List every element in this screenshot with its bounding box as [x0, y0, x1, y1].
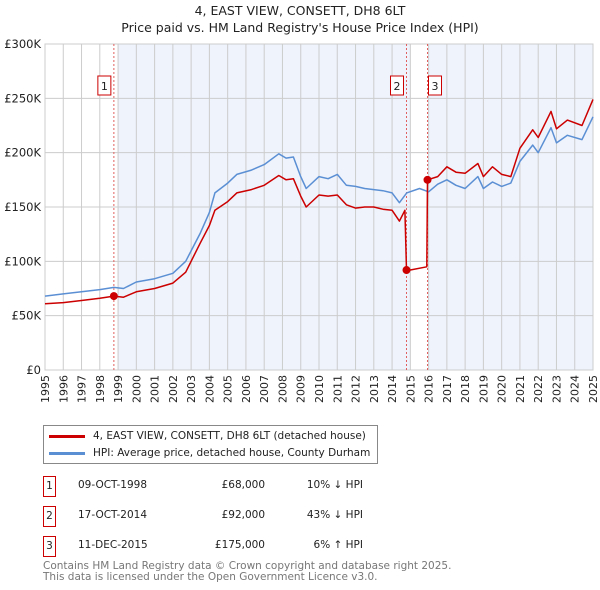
x-tick-label: 2004: [203, 375, 216, 403]
sale-badge: [389, 75, 404, 96]
sale-badge-label: 1: [101, 80, 108, 93]
x-tick-label: 2020: [496, 375, 509, 403]
x-tick-label: 2019: [477, 375, 490, 403]
x-tick-label: 2001: [149, 375, 162, 403]
sale-point: [423, 175, 432, 184]
y-tick-label: £300K: [4, 37, 41, 51]
x-tick-label: 1999: [112, 375, 125, 403]
transaction-price: £68,000: [221, 479, 265, 491]
x-tick-label: 2007: [258, 375, 271, 403]
sale-point: [402, 266, 411, 275]
x-tick-label: 2024: [569, 375, 582, 403]
x-tick-label: 2010: [313, 375, 326, 403]
y-tick-label: £200K: [4, 146, 41, 160]
x-tick-label: 2009: [295, 375, 308, 403]
transaction-row: 2 17-OCT-2014 £92,000 43% ↓ HPI: [43, 506, 383, 528]
chart-subtitle: Price paid vs. HM Land Registry's House …: [121, 20, 479, 35]
legend-item-property: 4, EAST VIEW, CONSETT, DH8 6LT (detached…: [49, 428, 366, 444]
y-tick-label: £250K: [4, 91, 41, 105]
x-tick-label: 2002: [167, 375, 180, 403]
x-tick-label: 2005: [222, 375, 235, 403]
legend-item-hpi: HPI: Average price, detached house, Coun…: [49, 445, 370, 461]
legend-label-property: 4, EAST VIEW, CONSETT, DH8 6LT (detached…: [93, 430, 366, 442]
x-tick-label: 2006: [240, 375, 253, 403]
x-tick-label: 1998: [94, 375, 107, 403]
transaction-hpi: 43% ↓ HPI: [306, 509, 363, 521]
transaction-badge: 1: [43, 476, 56, 497]
x-tick-label: 2022: [532, 375, 545, 403]
transaction-row: 1 09-OCT-1998 £68,000 10% ↓ HPI: [43, 476, 383, 498]
price-chart: 1995 1996 1997 1998 1999 2000 2001 2002 2003 2004…: [4, 37, 600, 403]
x-tick-label: 2021: [514, 375, 527, 403]
legend-label-hpi: HPI: Average price, detached house, Coun…: [93, 447, 371, 459]
y-tick-label: £50K: [12, 309, 42, 323]
x-tick-label: 2015: [404, 375, 417, 403]
x-tick-label: 2008: [276, 375, 289, 403]
sale-badge: [428, 75, 443, 96]
x-tick-label: 2003: [185, 375, 198, 403]
x-tick-label: 2000: [130, 375, 143, 403]
x-tick-label: 1995: [39, 375, 52, 403]
plot-frame: [44, 43, 594, 371]
x-tick-label: 1996: [57, 375, 70, 403]
hpi-series-line: [44, 116, 594, 297]
transaction-date: 09-OCT-1998: [78, 479, 147, 491]
x-tick-label: 2012: [350, 375, 363, 403]
sale-badge-label: 2: [393, 80, 400, 93]
footer-copyright: Contains HM Land Registry data © Crown c…: [43, 560, 452, 572]
transaction-date: 17-OCT-2014: [78, 509, 147, 521]
transaction-price: £175,000: [214, 539, 265, 551]
sale-badge: [97, 75, 112, 96]
y-tick-label: £100K: [4, 254, 41, 268]
legend: 4, EAST VIEW, CONSETT, DH8 6LT (detached…: [43, 425, 378, 464]
property-series-line: [44, 99, 594, 305]
footer-licence: This data is licensed under the Open Gov…: [43, 571, 378, 583]
x-tick-label: 2013: [368, 375, 381, 403]
x-tick-label: 1997: [76, 375, 89, 403]
transaction-badge: 2: [43, 506, 56, 527]
chart-title: 4, EAST VIEW, CONSETT, DH8 6LT: [194, 3, 406, 18]
transaction-hpi: 6% ↑ HPI: [313, 539, 363, 551]
x-tick-label: 2014: [386, 375, 399, 403]
transaction-row: 3 11-DEC-2015 £175,000 6% ↑ HPI: [43, 536, 383, 558]
transaction-date: 11-DEC-2015: [78, 539, 148, 551]
x-tick-label: 2011: [331, 375, 344, 403]
y-tick-label: £0: [26, 363, 41, 377]
legend-swatch-property: [49, 434, 85, 438]
transaction-price: £92,000: [221, 509, 265, 521]
x-tick-label: 2016: [423, 375, 436, 403]
x-tick-label: 2017: [441, 375, 454, 403]
sale-badge-label: 3: [432, 80, 439, 93]
sale-point: [109, 292, 118, 301]
transaction-hpi: 10% ↓ HPI: [306, 479, 363, 491]
x-tick-label: 2023: [550, 375, 563, 403]
transaction-badge: 3: [43, 536, 56, 557]
x-tick-label: 2025: [587, 375, 600, 403]
y-tick-label: £150K: [4, 200, 41, 214]
legend-swatch-hpi: [49, 451, 85, 455]
x-tick-label: 2018: [459, 375, 472, 403]
